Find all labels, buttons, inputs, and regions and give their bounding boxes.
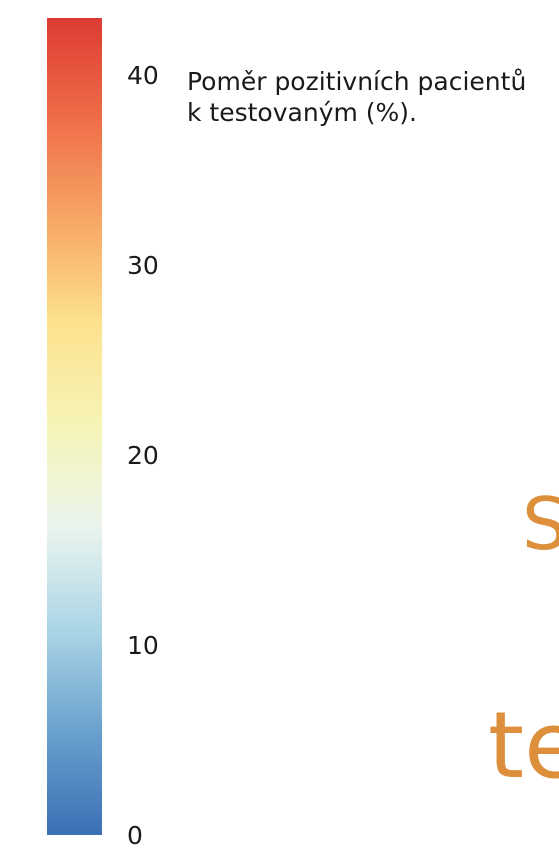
tick-label-0: 0 <box>127 821 143 850</box>
colorbar <box>47 18 102 835</box>
tick-label-20: 20 <box>127 441 159 470</box>
legend-title: Poměr pozitivních pacientů k testovaným … <box>187 67 527 127</box>
colorbar-gradient <box>47 18 102 835</box>
tick-label-40: 40 <box>127 61 159 90</box>
clipped-heading-fragment-2: te <box>488 692 559 799</box>
clipped-heading-fragment: S <box>522 482 559 566</box>
tick-label-30: 30 <box>127 251 159 280</box>
tick-label-10: 10 <box>127 631 159 660</box>
